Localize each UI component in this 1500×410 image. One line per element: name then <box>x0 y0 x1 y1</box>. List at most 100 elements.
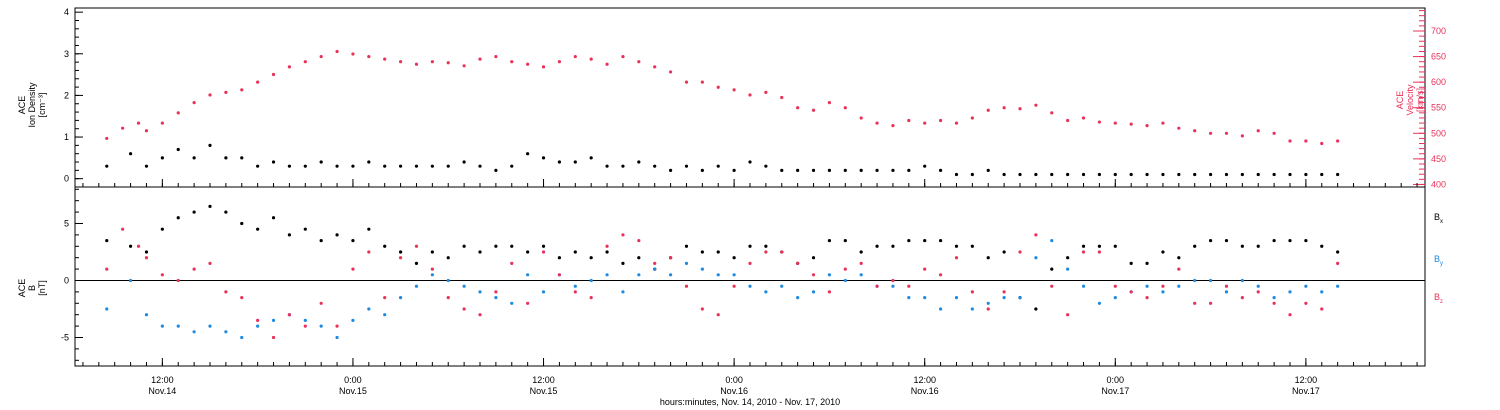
by-point <box>780 284 784 288</box>
by-point <box>1304 284 1308 288</box>
bx-point <box>684 244 689 248</box>
velocity-point <box>192 101 196 105</box>
legend-bz-main: B <box>1434 292 1441 302</box>
velocity-point <box>383 57 387 61</box>
bz-point <box>319 301 323 305</box>
bz-point <box>780 250 784 254</box>
velocity-point <box>573 54 577 59</box>
bz-point <box>303 324 307 328</box>
bz-point <box>843 267 847 271</box>
bx-point <box>494 244 498 248</box>
velocity-point <box>351 52 355 56</box>
density-point <box>351 164 355 168</box>
bz-point <box>796 261 800 265</box>
velocity-tick-label: 550 <box>1431 103 1446 113</box>
velocity-point <box>1272 131 1276 135</box>
velocity-point <box>1113 121 1117 125</box>
bz-point <box>938 273 943 277</box>
density-point <box>176 147 180 152</box>
velocity-point <box>827 101 832 105</box>
by-point <box>1224 290 1229 294</box>
bx-point <box>970 244 974 248</box>
by-point <box>843 278 847 283</box>
bz-point <box>208 261 212 265</box>
density-point <box>1193 172 1197 177</box>
bz-point <box>478 313 482 317</box>
by-point <box>367 307 371 311</box>
velocity-point <box>1081 116 1086 120</box>
velocity-point <box>1320 141 1324 146</box>
bz-point <box>430 267 434 271</box>
velocity-tick-label: 450 <box>1431 154 1446 164</box>
density-point <box>1288 172 1292 177</box>
velocity-point <box>605 62 609 66</box>
bz-point <box>1129 290 1133 294</box>
bx-point <box>144 250 149 254</box>
bx-point <box>160 227 164 231</box>
by-point <box>478 290 482 294</box>
velocity-point <box>684 80 689 84</box>
density-point <box>986 168 990 172</box>
density-point <box>430 164 434 168</box>
legend-by-sub: y <box>1440 260 1444 267</box>
velocity-point <box>1034 103 1038 107</box>
bz-point <box>986 307 990 311</box>
density-point <box>954 172 959 177</box>
velocity-point <box>843 106 847 110</box>
bx-point <box>256 227 260 231</box>
by-point <box>1336 284 1340 288</box>
x-tick-date: Nov.15 <box>530 386 558 396</box>
velocity-point <box>637 60 641 64</box>
density-point <box>160 156 164 160</box>
by-point <box>716 273 720 277</box>
by-point <box>986 301 990 305</box>
bottom-left-axis-line-2: B <box>27 285 37 292</box>
bz-point <box>1224 284 1229 288</box>
by-point <box>637 273 641 277</box>
density-point <box>1272 172 1276 177</box>
bz-point <box>1050 284 1054 288</box>
bx-point <box>621 261 625 265</box>
bx-point <box>224 210 228 214</box>
bx-point <box>1113 244 1117 248</box>
by-point <box>954 295 959 300</box>
velocity-point <box>1224 131 1229 135</box>
bx-point <box>176 216 180 220</box>
by-point <box>240 335 244 340</box>
x-tick-time: 0:00 <box>725 375 743 385</box>
by-point <box>351 318 355 322</box>
velocity-point <box>121 126 125 130</box>
bx-point <box>732 256 736 260</box>
bz-point <box>367 250 371 254</box>
velocity-point <box>1177 126 1181 130</box>
velocity-point <box>748 93 752 97</box>
velocity-point <box>954 121 959 125</box>
velocity-tick-label: 500 <box>1431 128 1446 138</box>
bx-point <box>938 238 943 243</box>
bx-point <box>907 238 911 243</box>
velocity-point <box>430 60 434 64</box>
bz-point <box>1208 301 1213 305</box>
density-tick-label: 2 <box>64 90 69 100</box>
bx-point <box>1256 244 1260 248</box>
by-point <box>256 324 260 328</box>
density-point <box>668 168 673 172</box>
x-tick-date: Nov.17 <box>1292 386 1320 396</box>
top-panel-plot: 0 1 2 3 4 400 450 500 550 600 650 700 <box>64 7 1446 189</box>
velocity-point <box>335 49 339 54</box>
velocity-point <box>398 60 403 64</box>
by-point <box>748 284 752 288</box>
velocity-point <box>144 129 149 133</box>
velocity-point <box>1336 139 1340 143</box>
by-point <box>1002 295 1006 300</box>
density-point <box>1208 172 1213 177</box>
by-point <box>796 295 800 300</box>
b-tick-label: 5 <box>64 218 69 228</box>
density-point <box>732 168 736 172</box>
bx-point <box>541 244 546 248</box>
velocity-point <box>875 121 879 125</box>
bx-point <box>1161 250 1165 254</box>
density-point <box>240 156 244 160</box>
bz-point <box>668 256 673 260</box>
density-point <box>510 164 514 168</box>
